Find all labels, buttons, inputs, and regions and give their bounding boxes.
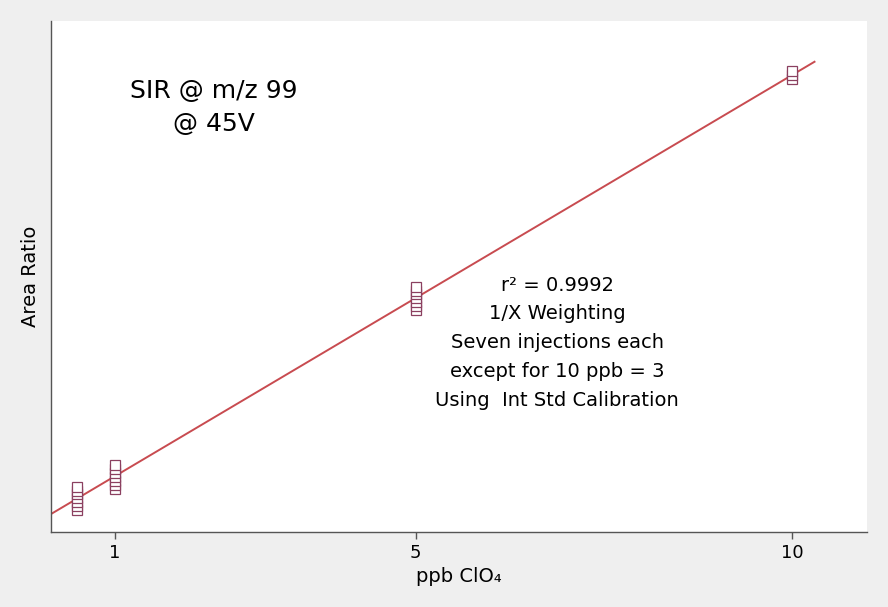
Text: r² = 0.9992
1/X Weighting
Seven injections each
except for 10 ppb = 3
Using  Int: r² = 0.9992 1/X Weighting Seven injectio… xyxy=(435,276,679,410)
Y-axis label: Area Ratio: Area Ratio xyxy=(20,226,40,327)
X-axis label: ppb ClO₄: ppb ClO₄ xyxy=(416,567,502,586)
Text: SIR @ m/z 99
@ 45V: SIR @ m/z 99 @ 45V xyxy=(131,79,298,137)
